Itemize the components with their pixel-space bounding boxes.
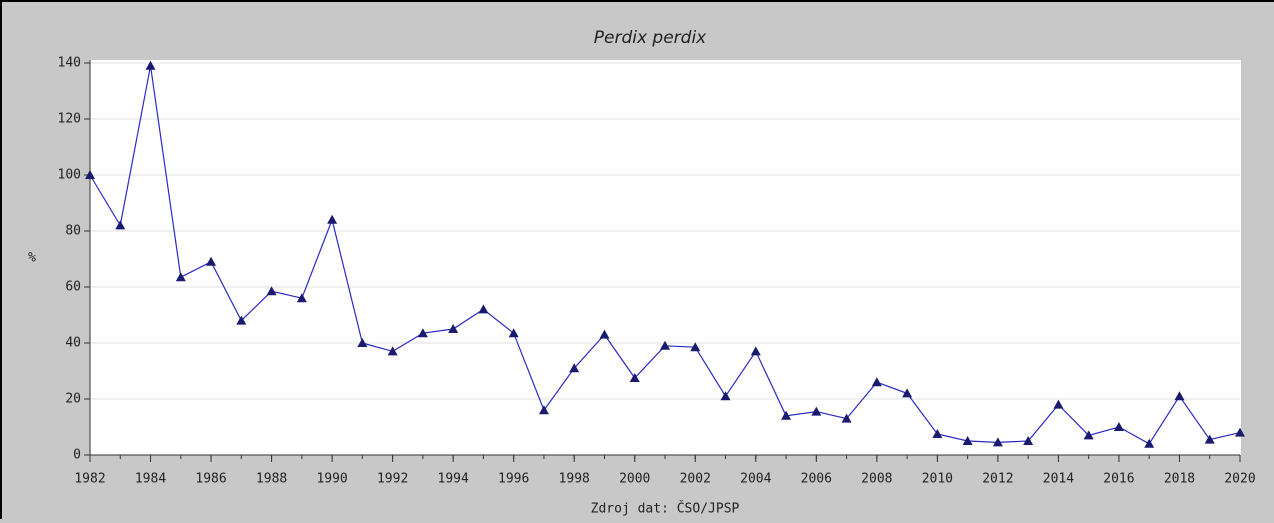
marker [1053,399,1064,409]
x-tick-label: 1990 [316,472,347,487]
marker [1083,430,1094,440]
plot-area [90,60,1241,455]
marker [811,406,822,416]
x-tick-label: 1982 [74,472,105,487]
y-tick-label: 20 [65,392,81,407]
marker [145,60,156,70]
y-tick-label: 120 [58,112,81,127]
marker [417,328,428,338]
marker [992,437,1003,447]
x-tick-label: 1984 [135,472,166,487]
x-tick-label: 2014 [1043,472,1074,487]
marker [750,346,761,356]
marker [85,170,95,179]
marker [720,391,731,401]
y-tick-label: 140 [58,56,81,71]
marker [387,346,398,356]
x-tick-label: 2016 [1103,472,1134,487]
x-tick-label: 2010 [922,472,953,487]
x-tick-label: 2008 [861,472,892,487]
marker [569,363,580,373]
marker [448,324,459,333]
marker [478,304,489,314]
marker [932,429,943,438]
x-tick-label: 2002 [680,472,711,487]
x-tick-label: 1996 [498,472,529,487]
marker [660,340,670,350]
x-tick-label: 2000 [619,472,650,487]
x-tick-label: 1988 [256,472,287,487]
marker [236,315,247,325]
marker [1174,391,1185,401]
x-tick-label: 2006 [801,472,832,487]
y-tick-label: 60 [65,280,81,295]
x-tick-label: 2012 [982,472,1013,487]
marker [781,410,792,420]
marker [296,293,307,303]
marker [902,388,913,398]
marker [266,286,277,296]
x-tick-label: 1994 [438,472,469,487]
x-tick-label: 1986 [195,472,226,487]
x-tick-label: 1992 [377,472,408,487]
marker [1113,422,1124,431]
marker [508,328,519,338]
y-tick-label: 80 [65,224,81,239]
y-tick-label: 100 [58,168,81,183]
marker [115,220,126,230]
marker [629,373,640,382]
x-tick-label: 2004 [740,472,771,487]
marker [690,342,701,352]
marker [1235,427,1245,437]
marker [962,436,973,445]
marker [871,377,882,387]
chart-title: Perdix perdix [594,28,707,48]
y-tick-label: 0 [73,448,81,463]
marker [1144,438,1155,448]
x-tick-label: 2018 [1164,472,1195,487]
x-tick-label: 2020 [1224,472,1255,487]
marker [1023,436,1034,445]
marker [175,272,186,282]
source-note: Zdroj dat: ČSO/JPSP [591,501,740,517]
marker [538,405,549,415]
marker [357,338,368,347]
marker [1204,434,1215,444]
y-tick-label: 40 [65,336,81,351]
marker [841,413,852,423]
y-axis-label: % [28,251,36,266]
marker [206,256,217,266]
x-tick-label: 1998 [559,472,590,487]
marker [599,329,610,339]
marker [327,214,338,224]
